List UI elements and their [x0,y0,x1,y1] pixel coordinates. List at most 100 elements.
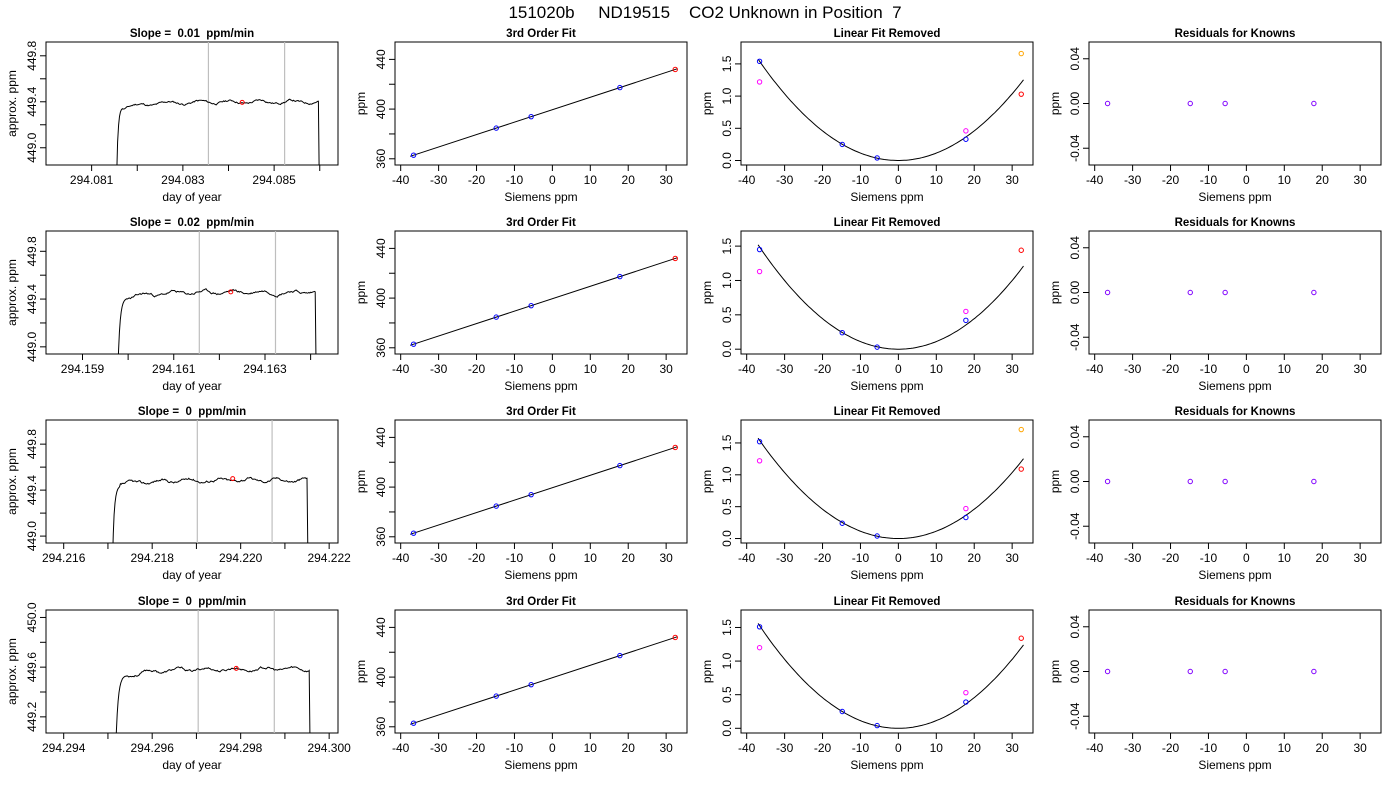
y-tick-label: 0.04 [1068,236,1082,260]
y-axis-label: ppm [700,281,714,304]
x-tick-label: 294.296 [130,741,174,755]
x-tick-label: 0 [549,173,556,187]
residual-point [1311,289,1317,296]
quadratic-curve [757,58,1024,161]
x-tick-label: 30 [1005,551,1019,565]
residual-point [1311,100,1317,107]
data-point [756,79,763,85]
data-layer [1104,289,1317,296]
y-tick-label: 0.5 [720,120,734,137]
data-point [1018,247,1024,253]
x-tick-label: -20 [1162,362,1180,376]
x-tick-label: -20 [814,173,832,187]
x-axis-label: Siemens ppm [504,568,577,582]
data-point [617,462,623,469]
x-axis-label: Siemens ppm [1198,568,1271,582]
x-tick-label: 30 [1005,741,1019,755]
data-point [410,530,417,536]
x-axis-label: Siemens ppm [504,379,577,393]
x-tick-label: 294.163 [243,362,287,376]
y-tick-label: 1.0 [720,87,734,104]
x-tick-label: -10 [852,173,870,187]
data-point [493,314,499,320]
unknown-marker [233,665,239,671]
data-layer [112,420,309,543]
panel-r2-trace: Slope = 0.02 ppm/min 294.159 294.161 294.16… [5,217,339,393]
unknown-marker [239,99,245,105]
residual-point [1104,478,1111,485]
x-tick-label: -30 [1124,551,1142,565]
panel-r4-linear-removed: Linear Fit Removed -40 -30 -20 -10 0 10 20 30 Sie… [700,596,1034,772]
y-tick-label: 440 [374,427,388,447]
y-tick-label: 0.00 [1068,91,1082,115]
x-axis-label: day of year [162,758,221,772]
data-point [963,308,969,315]
x-tick-label: 20 [622,551,636,565]
fit-line [410,257,678,346]
y-tick-label: 0.0 [720,530,734,547]
x-tick-label: -10 [852,362,870,376]
data-point [963,136,969,142]
x-tick-label: -30 [776,362,794,376]
x-tick-label: -40 [1086,173,1104,187]
panel-title: 3rd Order Fit [506,28,576,40]
panel-title: Residuals for Knowns [1175,596,1296,608]
data-point [756,268,763,275]
y-axis-label: ppm [1048,281,1062,304]
x-tick-label: 0 [895,362,902,376]
panel-title: Slope = 0.02 ppm/min [130,217,254,229]
panel-title: Linear Fit Removed [834,596,941,608]
y-tick-label: 400 [374,477,388,497]
x-tick-label: 294.300 [307,741,351,755]
quadratic-curve [757,623,1024,729]
y-axis-label: ppm [700,92,714,115]
x-tick-label: 10 [584,551,598,565]
x-tick-label: 294.222 [307,551,351,565]
panel-r1-trace: Slope = 0.01 ppm/min 294.081 294.083 294.08… [5,28,339,204]
plot-frame [45,230,339,355]
data-point [874,155,880,161]
x-tick-label: 294.161 [152,362,196,376]
y-axis-label: approx. ppm [5,259,19,326]
panel-title: 3rd Order Fit [506,217,576,229]
x-tick-label: -20 [814,362,832,376]
y-tick-label: 360 [374,716,388,736]
data-point [874,344,880,350]
x-axis-label: Siemens ppm [850,379,923,393]
x-tick-label: 0 [1243,173,1250,187]
x-tick-label: 20 [1316,551,1330,565]
x-axis-label: Siemens ppm [850,190,923,204]
x-tick-label: -10 [1200,741,1218,755]
data-layer [116,42,320,165]
panel-r1-linear-removed: Linear Fit Removed -40 -30 -20 -10 0 10 20 30 Sie… [700,28,1034,204]
data-layer [1104,478,1317,485]
y-tick-label: 449.0 [25,331,39,361]
y-tick-label: 1.0 [720,272,734,289]
data-point [410,341,417,347]
data-layer [410,255,678,347]
x-tick-label: 0 [1243,741,1250,755]
y-tick-label: -0.04 [1068,134,1082,162]
residual-point [1187,668,1193,675]
x-tick-label: -10 [852,551,870,565]
panel-title: Linear Fit Removed [834,406,941,418]
data-layer [115,610,311,733]
plot-frame [740,41,1034,166]
y-tick-label: 0.5 [720,306,734,323]
x-tick-label: 30 [1353,362,1367,376]
data-point [410,152,417,158]
x-tick-label: -20 [468,741,486,755]
y-tick-label: 449.4 [25,475,39,505]
data-point [756,458,763,464]
data-point [963,505,969,512]
y-tick-label: -0.04 [1068,512,1082,540]
y-tick-label: 1.5 [720,55,734,72]
x-tick-label: 20 [968,362,982,376]
panel-r4-fit: 3rd Order Fit -40 -30 -20 -10 0 10 20 30 Siemens … [354,596,688,772]
x-tick-label: 0 [1243,551,1250,565]
data-point [410,720,417,726]
x-tick-label: -10 [1200,362,1218,376]
panel-r2-fit: 3rd Order Fit -40 -30 -20 -10 0 10 20 30 Siemens … [354,217,688,393]
fit-line [410,68,678,157]
